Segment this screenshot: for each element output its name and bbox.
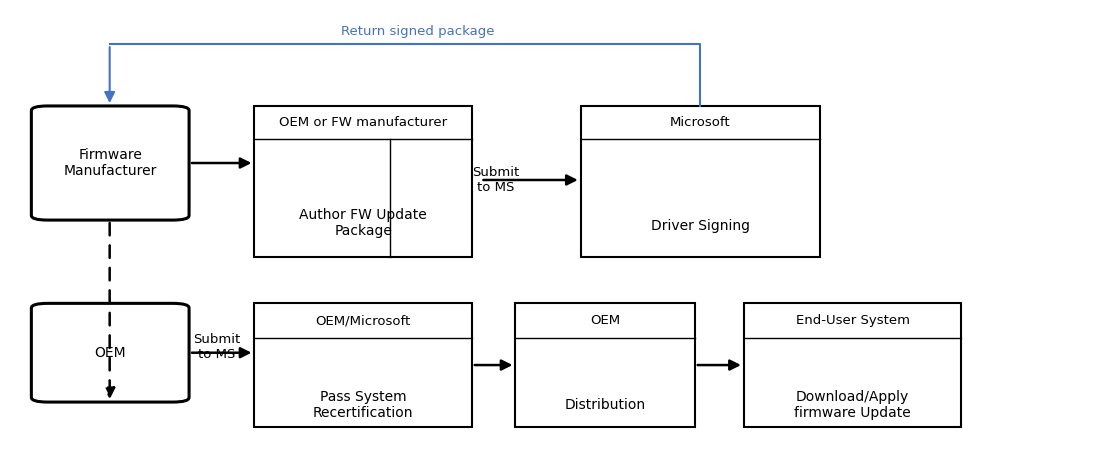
- Text: Download/Apply
firmware Update: Download/Apply firmware Update: [795, 390, 911, 420]
- Text: Pass System
Recertification: Pass System Recertification: [312, 390, 413, 420]
- Text: Microsoft: Microsoft: [670, 116, 731, 129]
- Text: Submit
to MS: Submit to MS: [472, 166, 520, 194]
- Text: Submit
to MS: Submit to MS: [193, 333, 240, 360]
- Text: OEM: OEM: [590, 314, 620, 327]
- Text: Distribution: Distribution: [564, 398, 646, 412]
- Bar: [254, 303, 472, 427]
- Bar: [581, 106, 820, 257]
- Bar: [515, 303, 695, 427]
- FancyBboxPatch shape: [32, 303, 190, 402]
- Text: End-User System: End-User System: [796, 314, 910, 327]
- Text: OEM or FW manufacturer: OEM or FW manufacturer: [279, 116, 447, 129]
- Text: Driver Signing: Driver Signing: [651, 219, 750, 233]
- Bar: [744, 303, 961, 427]
- Text: Firmware
Manufacturer: Firmware Manufacturer: [64, 148, 157, 178]
- Bar: [254, 106, 472, 257]
- FancyBboxPatch shape: [32, 106, 190, 220]
- Text: Return signed package: Return signed package: [341, 25, 494, 38]
- Text: OEM: OEM: [94, 346, 126, 360]
- Text: Author FW Update
Package: Author FW Update Package: [299, 208, 427, 238]
- Text: OEM/Microsoft: OEM/Microsoft: [316, 314, 411, 327]
